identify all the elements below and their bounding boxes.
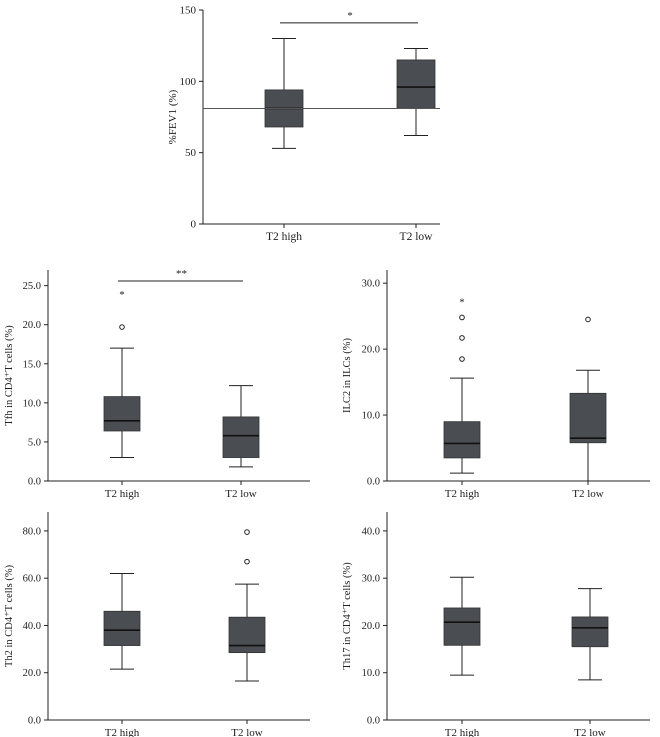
box-t2-low xyxy=(228,529,266,682)
box-t2-high xyxy=(443,314,481,474)
y-tick-label: 20.0 xyxy=(23,668,41,679)
outlier-point xyxy=(459,356,465,362)
significance-label: * xyxy=(347,10,353,22)
y-tick-label: 10.0 xyxy=(23,398,41,409)
x-tick-label: T2 low xyxy=(231,727,263,737)
iqr-box xyxy=(571,616,609,648)
y-tick-label: 5.0 xyxy=(28,437,41,448)
y-tick-label: 0.0 xyxy=(28,716,41,727)
y-tick-label: 30.0 xyxy=(362,574,380,585)
iqr-box xyxy=(222,416,260,458)
y-tick-label: 50 xyxy=(185,147,197,159)
y-axis-label: Th17 in CD4⁺T cells (%) xyxy=(342,562,353,670)
panel-fev1: 0 50 100 150 %FEV1 (%) T2 high T2 low * xyxy=(167,5,440,243)
panel-th17: 0.0 10.0 20.0 30.0 40.0 Th17 in CD4⁺T cells (… xyxy=(342,512,650,737)
significance-label: ** xyxy=(176,268,187,280)
y-tick-label: 10.0 xyxy=(362,411,380,422)
box-t2-low xyxy=(396,48,436,137)
y-tick-label: 10.0 xyxy=(362,668,380,679)
y-axis-label: ILC2 in ILCs (%) xyxy=(342,338,353,413)
outlier-point xyxy=(585,316,591,323)
panel-ilc2: 0.0 10.0 20.0 30.0 ILC2 in ILCs (%) T2 high T2… xyxy=(342,270,650,500)
y-tick-label: 80.0 xyxy=(23,526,41,537)
box-t2-high xyxy=(103,324,141,459)
y-tick-label: 20.0 xyxy=(23,320,41,331)
y-tick-label: 0.0 xyxy=(367,477,380,488)
y-axis-label: Tfh in CD4⁺T cells (%) xyxy=(4,325,15,426)
y-tick-label: 150 xyxy=(180,5,197,17)
y-axis-label: %FEV1 (%) xyxy=(167,89,179,144)
y-tick-label: 40.0 xyxy=(23,621,41,632)
box-t2-high xyxy=(443,576,481,676)
x-tick-label: T2 high xyxy=(105,727,140,737)
y-tick-label: 20.0 xyxy=(362,345,380,356)
box-t2-high xyxy=(103,572,141,670)
iqr-box xyxy=(443,421,481,459)
iqr-box xyxy=(103,610,141,646)
box-t2-low xyxy=(222,385,260,468)
y-tick-label: 100 xyxy=(180,76,197,88)
x-tick-label: T2 high xyxy=(266,231,302,243)
extreme-value-mark: * xyxy=(119,289,125,301)
y-axis-label: Th2 in CD4⁺T cells (%) xyxy=(4,564,15,667)
y-tick-label: 0 xyxy=(191,219,197,231)
iqr-box xyxy=(228,616,266,654)
iqr-box xyxy=(569,392,607,444)
y-tick-label: 30.0 xyxy=(362,279,380,290)
panel-th2: 0.0 20.0 40.0 60.0 80.0 Th2 in CD4⁺T cells (%… xyxy=(4,512,310,737)
y-tick-label: 0.0 xyxy=(28,477,41,488)
extreme-value-mark: * xyxy=(459,297,465,309)
outlier-point xyxy=(244,558,250,565)
box-t2-low xyxy=(569,316,607,482)
iqr-box xyxy=(396,59,436,109)
x-tick-label: T2 low xyxy=(574,727,606,737)
y-tick-label: 15.0 xyxy=(23,359,41,370)
y-tick-label: 0.0 xyxy=(367,716,380,727)
box-t2-low xyxy=(571,588,609,681)
outlier-point xyxy=(119,324,125,330)
iqr-box xyxy=(103,396,141,432)
y-tick-label: 20.0 xyxy=(362,621,380,632)
x-tick-label: T2 high xyxy=(445,488,480,500)
outlier-point xyxy=(459,335,465,341)
outlier-point xyxy=(459,314,465,321)
box-t2-high xyxy=(264,38,304,149)
iqr-box xyxy=(443,607,481,646)
x-tick-label: T2 low xyxy=(225,488,257,500)
x-tick-label: T2 low xyxy=(400,231,434,243)
panel-tfh: 0.0 5.0 10.0 15.0 20.0 25.0 Tfh in CD4⁺T cells… xyxy=(4,268,310,500)
y-tick-label: 40.0 xyxy=(362,526,380,537)
x-tick-label: T2 high xyxy=(105,488,140,500)
x-tick-label: T2 low xyxy=(572,488,604,500)
outlier-point xyxy=(244,529,250,535)
y-tick-label: 25.0 xyxy=(23,281,41,292)
y-tick-label: 60.0 xyxy=(23,574,41,585)
x-tick-label: T2 high xyxy=(445,727,480,737)
